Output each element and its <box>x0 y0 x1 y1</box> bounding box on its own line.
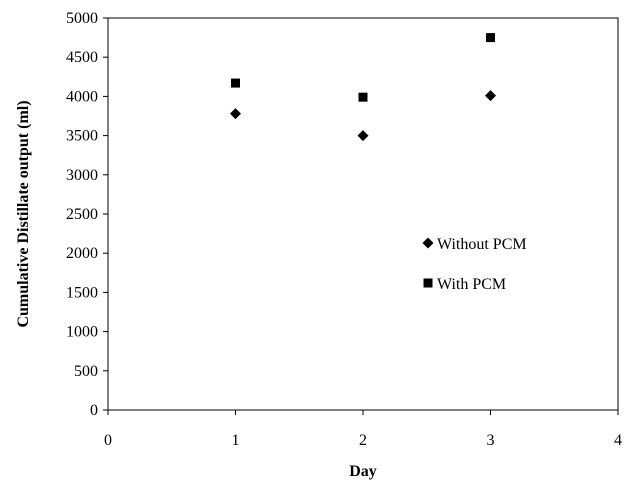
y-tick-label: 3500 <box>66 128 98 145</box>
y-axis-ticks: 0 500 1000 1500 2000 2500 3000 3500 4000 4500 5000 <box>66 10 108 419</box>
without-pcm-point <box>357 130 369 142</box>
legend-marker-with-pcm <box>423 278 433 288</box>
y-tick-label: 1500 <box>66 284 98 301</box>
with-pcm-point <box>231 78 240 88</box>
y-tick-label: 1000 <box>66 324 98 341</box>
y-tick-label: 5000 <box>66 10 98 27</box>
y-tick-label: 4500 <box>66 49 98 66</box>
x-tick-label: 1 <box>232 432 240 449</box>
y-axis-title: Cumulative Distillate output (ml) <box>15 100 32 327</box>
legend-label: Without PCM <box>437 236 527 253</box>
legend-marker-without-pcm <box>422 237 434 249</box>
x-tick-label: 3 <box>487 432 495 449</box>
without-pcm-point <box>230 108 241 120</box>
legend: Without PCM With PCM <box>422 236 527 293</box>
x-tick-label: 4 <box>614 432 622 449</box>
legend-label: With PCM <box>437 276 506 293</box>
plot-area <box>107 17 619 411</box>
x-axis-ticks: 0 1 2 3 4 <box>104 410 622 449</box>
x-axis-title: Day <box>349 463 377 480</box>
data-points <box>230 33 496 142</box>
y-tick-label: 3000 <box>66 167 98 184</box>
x-tick-label: 2 <box>359 432 367 449</box>
y-tick-label: 2500 <box>66 206 98 223</box>
y-tick-label: 4000 <box>66 88 98 105</box>
y-tick-label: 0 <box>90 402 98 419</box>
y-tick-label: 500 <box>74 363 98 380</box>
with-pcm-point <box>486 33 495 43</box>
without-pcm-point <box>485 90 496 102</box>
y-tick-label: 2000 <box>66 245 98 262</box>
with-pcm-point <box>358 92 368 102</box>
x-tick-label: 0 <box>104 432 112 449</box>
